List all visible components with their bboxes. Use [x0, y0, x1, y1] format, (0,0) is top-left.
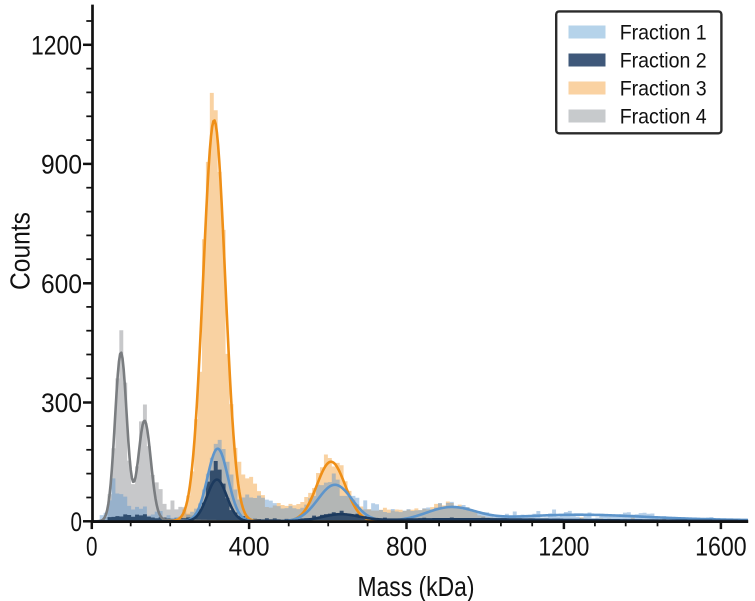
svg-text:Fraction 3: Fraction 3 — [620, 77, 707, 101]
svg-text:Fraction 1: Fraction 1 — [620, 21, 707, 45]
svg-text:Mass (kDa): Mass (kDa) — [358, 571, 475, 601]
svg-text:800: 800 — [386, 532, 427, 562]
svg-text:1200: 1200 — [31, 31, 82, 61]
svg-text:900: 900 — [41, 150, 82, 180]
svg-text:Fraction 4: Fraction 4 — [620, 105, 707, 129]
svg-text:600: 600 — [41, 269, 82, 299]
svg-text:Counts: Counts — [5, 212, 36, 290]
svg-text:1600: 1600 — [695, 532, 747, 562]
svg-text:1200: 1200 — [538, 532, 589, 562]
svg-text:0: 0 — [71, 507, 83, 537]
svg-text:300: 300 — [41, 388, 82, 418]
svg-text:400: 400 — [229, 532, 270, 562]
svg-text:Fraction 2: Fraction 2 — [620, 49, 707, 73]
svg-text:0: 0 — [86, 532, 98, 562]
